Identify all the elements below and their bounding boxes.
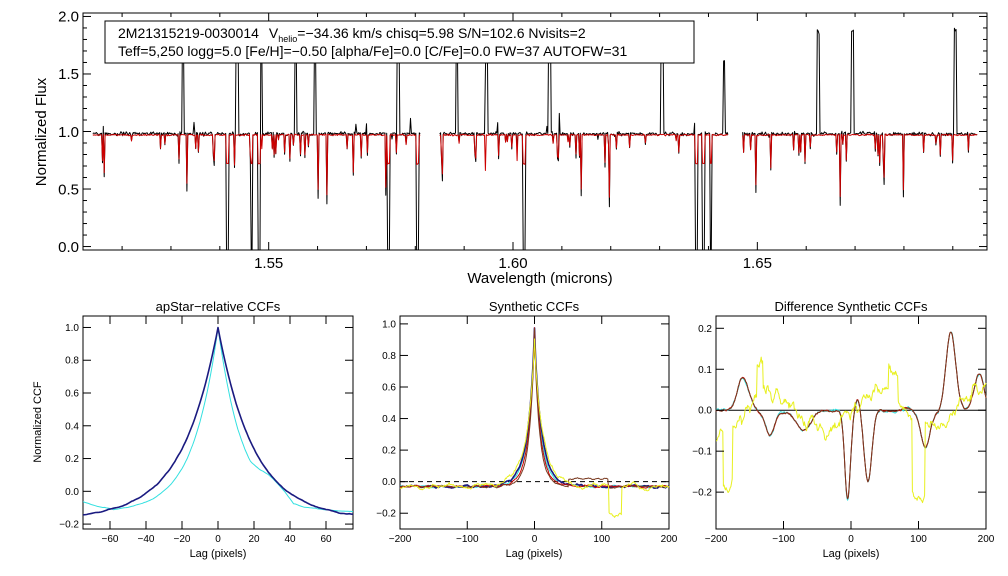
spectrum-xtick-label: 1.65 xyxy=(743,255,772,272)
ccf2-ytick-label: −0.2 xyxy=(376,509,396,520)
ccf3-xtick-label: 0 xyxy=(848,534,854,545)
model-spectrum-line xyxy=(92,133,421,196)
ccf3-xtick-label: −200 xyxy=(705,534,728,545)
ccf3-xtick-label: 100 xyxy=(910,534,927,545)
info-box xyxy=(104,20,695,64)
ccf3-title: Difference Synthetic CCFs xyxy=(775,299,928,314)
ccf2-title: Synthetic CCFs xyxy=(489,299,580,314)
spectrum-ytick-label: 0.0 xyxy=(58,239,79,256)
ccf1-ylabel: Normalized CCF xyxy=(32,381,44,463)
object-id: 2M21315219-0030014 xyxy=(118,25,259,41)
spectrum-xtick-label: 1.55 xyxy=(254,255,283,272)
model-spectrum-line xyxy=(742,133,978,197)
ccf3-xtick-label: −100 xyxy=(772,534,795,545)
ccf3-ytick-label: −0.2 xyxy=(692,488,712,499)
ccf2-ytick-label: 1.0 xyxy=(382,319,396,330)
info-line-2: Teff=5,250 logg=5.0 [Fe/H]=−0.50 [alpha/… xyxy=(118,43,627,59)
ccf3-lines xyxy=(715,331,987,504)
ccf3-ytick-label: 0.1 xyxy=(698,365,712,376)
spectrum-ytick-label: 1.5 xyxy=(58,66,79,83)
ccf2-xtick-label: 200 xyxy=(661,534,678,545)
ccf3-yellow-line xyxy=(715,356,987,504)
ccf1-navy-line xyxy=(82,326,354,516)
observed-spectrum-line xyxy=(742,27,978,206)
ccf-panel-apstar: apStar−relative CCFs −60 −40 −20 0 20 40 60 −0.… xyxy=(32,299,354,560)
ccf3-xlabel: Lag (pixels) xyxy=(823,548,880,560)
info-line-1: 2M21315219-0030014 Vhelio=−34.36 km/s chi… xyxy=(118,25,586,44)
ccf1-lines xyxy=(82,326,354,516)
ccf1-axes: −60 −40 −20 0 20 40 60 −0.2 0.0 0.2 0.4 0.6 0.8 1.0 xyxy=(59,316,353,545)
ccf1-ytick-label: 0.8 xyxy=(65,356,79,367)
ccf3-brown-line xyxy=(715,331,987,499)
ccf3-ytick-label: −0.1 xyxy=(692,447,712,458)
ccf2-ytick-label: 0.8 xyxy=(382,351,396,362)
ccf2-ytick-label: 0.6 xyxy=(382,383,396,394)
ccf2-xtick-label: 100 xyxy=(593,534,610,545)
ccf1-ytick-label: 0.4 xyxy=(65,421,79,432)
ccf1-xtick-label: 0 xyxy=(215,534,221,545)
ccf2-brown-line xyxy=(399,328,670,489)
ccf-panel-synthetic: Synthetic CCFs −200 −100 0 100 200 −0.2 0.0 0.2… xyxy=(376,299,678,560)
ccf1-xlabel: Lag (pixels) xyxy=(190,548,247,560)
info-line-1-rest: =−34.36 km/s chisq=5.98 S/N=102.6 Nvisit… xyxy=(297,25,586,41)
ccf2-red-line xyxy=(400,327,670,489)
ccf1-frame xyxy=(82,315,354,530)
ccf2-xtick-label: −100 xyxy=(456,534,479,545)
ccf1-xtick-label: −40 xyxy=(138,534,155,545)
ccf3-xtick-label: 200 xyxy=(978,534,995,545)
ccf1-xtick-label: 40 xyxy=(284,534,296,545)
ccf2-navy-line xyxy=(399,327,670,490)
ccf1-xtick-label: 60 xyxy=(320,534,332,545)
ccf1-xtick-label: −60 xyxy=(102,534,119,545)
spectrum-axes: 1.55 1.60 1.65 0.0 0.5 1.0 1.5 2.0 xyxy=(58,9,987,272)
ccf-panel-difference: Difference Synthetic CCFs −200 −100 0 100 20… xyxy=(692,299,995,560)
spectrum-ytick-label: 0.5 xyxy=(58,181,79,198)
ccf3-axes: −200 −100 0 100 200 −0.2 −0.1 0.0 0.1 0.2 xyxy=(692,316,995,545)
spectrum-lines xyxy=(92,27,978,251)
ccf1-xtick-label: 20 xyxy=(248,534,260,545)
ccf1-ytick-label: 0.6 xyxy=(65,389,79,400)
ccf2-yellow-line xyxy=(399,338,670,518)
ccf1-xtick-label: −20 xyxy=(174,534,191,545)
ccf2-xtick-label: −200 xyxy=(389,534,412,545)
spectrum-panel: 1.55 1.60 1.65 0.0 0.5 1.0 1.5 2.0 2M21315219-0… xyxy=(33,9,988,287)
ccf3-ytick-label: 0.0 xyxy=(698,406,712,417)
ccf3-ytick-label: 0.2 xyxy=(698,324,712,335)
ccf2-ytick-label: 0.2 xyxy=(382,446,396,457)
vhelio-label: V xyxy=(269,25,279,41)
ccf1-ytick-label: −0.2 xyxy=(59,520,79,531)
ccf2-ytick-label: 0.0 xyxy=(382,477,396,488)
ccf2-axes: −200 −100 0 100 200 −0.2 0.0 0.2 0.4 0.6 0.8 1.0 xyxy=(376,316,678,545)
ccf2-xtick-label: 0 xyxy=(532,534,538,545)
ccf2-xlabel: Lag (pixels) xyxy=(506,548,563,560)
spectrum-ylabel: Normalized Flux xyxy=(33,77,50,186)
spectrum-xlabel: Wavelength (microns) xyxy=(467,270,612,287)
ccf1-cyan-line xyxy=(82,327,354,513)
spectrum-ytick-label: 1.0 xyxy=(58,124,79,141)
spectrum-ytick-label: 2.0 xyxy=(58,9,79,26)
ccf2-lines xyxy=(399,327,670,518)
vhelio-subscript: helio xyxy=(278,34,297,44)
ccf1-ytick-label: 0.2 xyxy=(65,454,79,465)
ccf2-cyan-line xyxy=(399,328,670,489)
spectrum-xtick-label: 1.60 xyxy=(498,255,527,272)
ccf1-title: apStar−relative CCFs xyxy=(156,299,281,314)
ccf1-ytick-label: 1.0 xyxy=(65,323,79,334)
ccf2-ytick-label: 0.4 xyxy=(382,414,396,425)
ccf1-ytick-label: 0.0 xyxy=(65,487,79,498)
ccf3-frame xyxy=(715,315,987,530)
model-spectrum-line xyxy=(439,133,729,198)
